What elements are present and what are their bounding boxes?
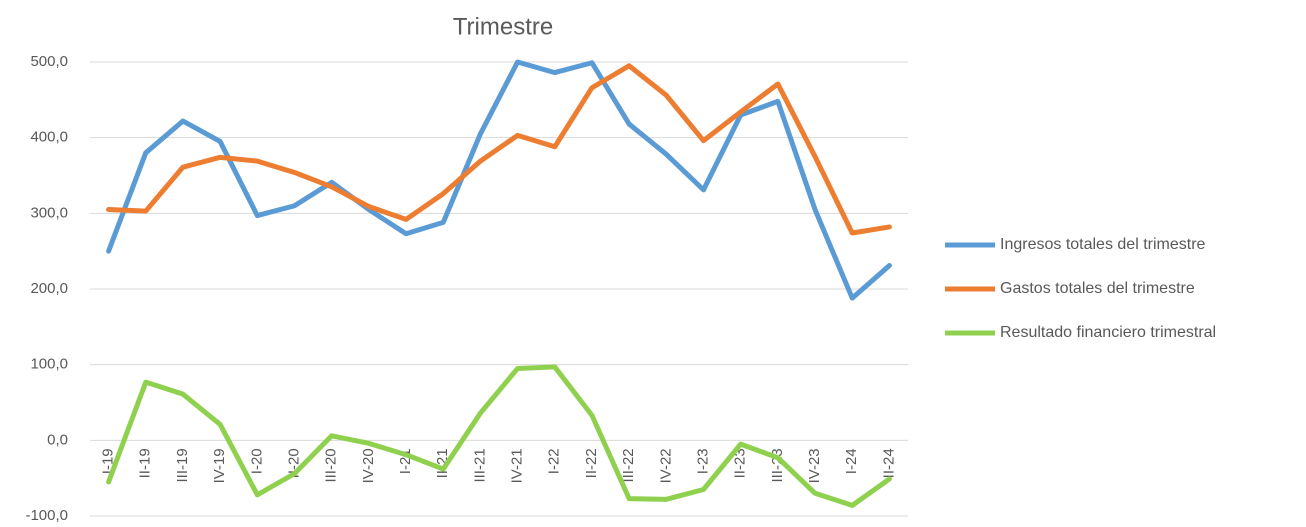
series-line <box>106 59 892 301</box>
x-tick-label: II-21 <box>434 448 451 478</box>
y-tick-label: 300,0 <box>30 204 68 221</box>
x-tick-label: III-19 <box>174 448 191 482</box>
x-tick-label: II-22 <box>583 448 600 478</box>
x-tick-label: II-24 <box>880 448 897 478</box>
y-tick-label: 400,0 <box>30 129 68 146</box>
chart-title: Trimestre <box>453 13 553 40</box>
legend-label: Ingresos totales del trimestre <box>1000 236 1206 253</box>
x-tick-label: IV-19 <box>211 448 228 483</box>
x-tick-label: I-22 <box>546 448 563 474</box>
x-tick-label: IV-22 <box>657 448 674 483</box>
x-tick-label: III-21 <box>471 448 488 482</box>
y-tick-label: 0,0 <box>47 431 68 448</box>
x-tick-label: I-24 <box>843 448 860 474</box>
y-tick-label: 500,0 <box>30 53 68 70</box>
x-tick-label: I-20 <box>248 448 265 474</box>
y-tick-label: -100,0 <box>25 507 68 524</box>
x-tick-label: I-23 <box>694 448 711 474</box>
x-tick-label: III-20 <box>323 448 340 482</box>
x-tick-label: IV-20 <box>360 448 377 483</box>
legend-label: Resultado financiero trimestral <box>1000 324 1216 341</box>
series-line <box>106 63 892 236</box>
x-tick-label: IV-21 <box>509 448 526 483</box>
x-tick-label: II-23 <box>732 448 749 478</box>
series-line <box>106 364 892 508</box>
x-tick-label: III-22 <box>620 448 637 482</box>
y-tick-label: 200,0 <box>30 280 68 297</box>
legend-label: Gastos totales del trimestre <box>1000 280 1195 297</box>
y-tick-label: 100,0 <box>30 356 68 373</box>
x-tick-label: IV-23 <box>806 448 823 483</box>
x-tick-label: II-19 <box>137 448 154 478</box>
